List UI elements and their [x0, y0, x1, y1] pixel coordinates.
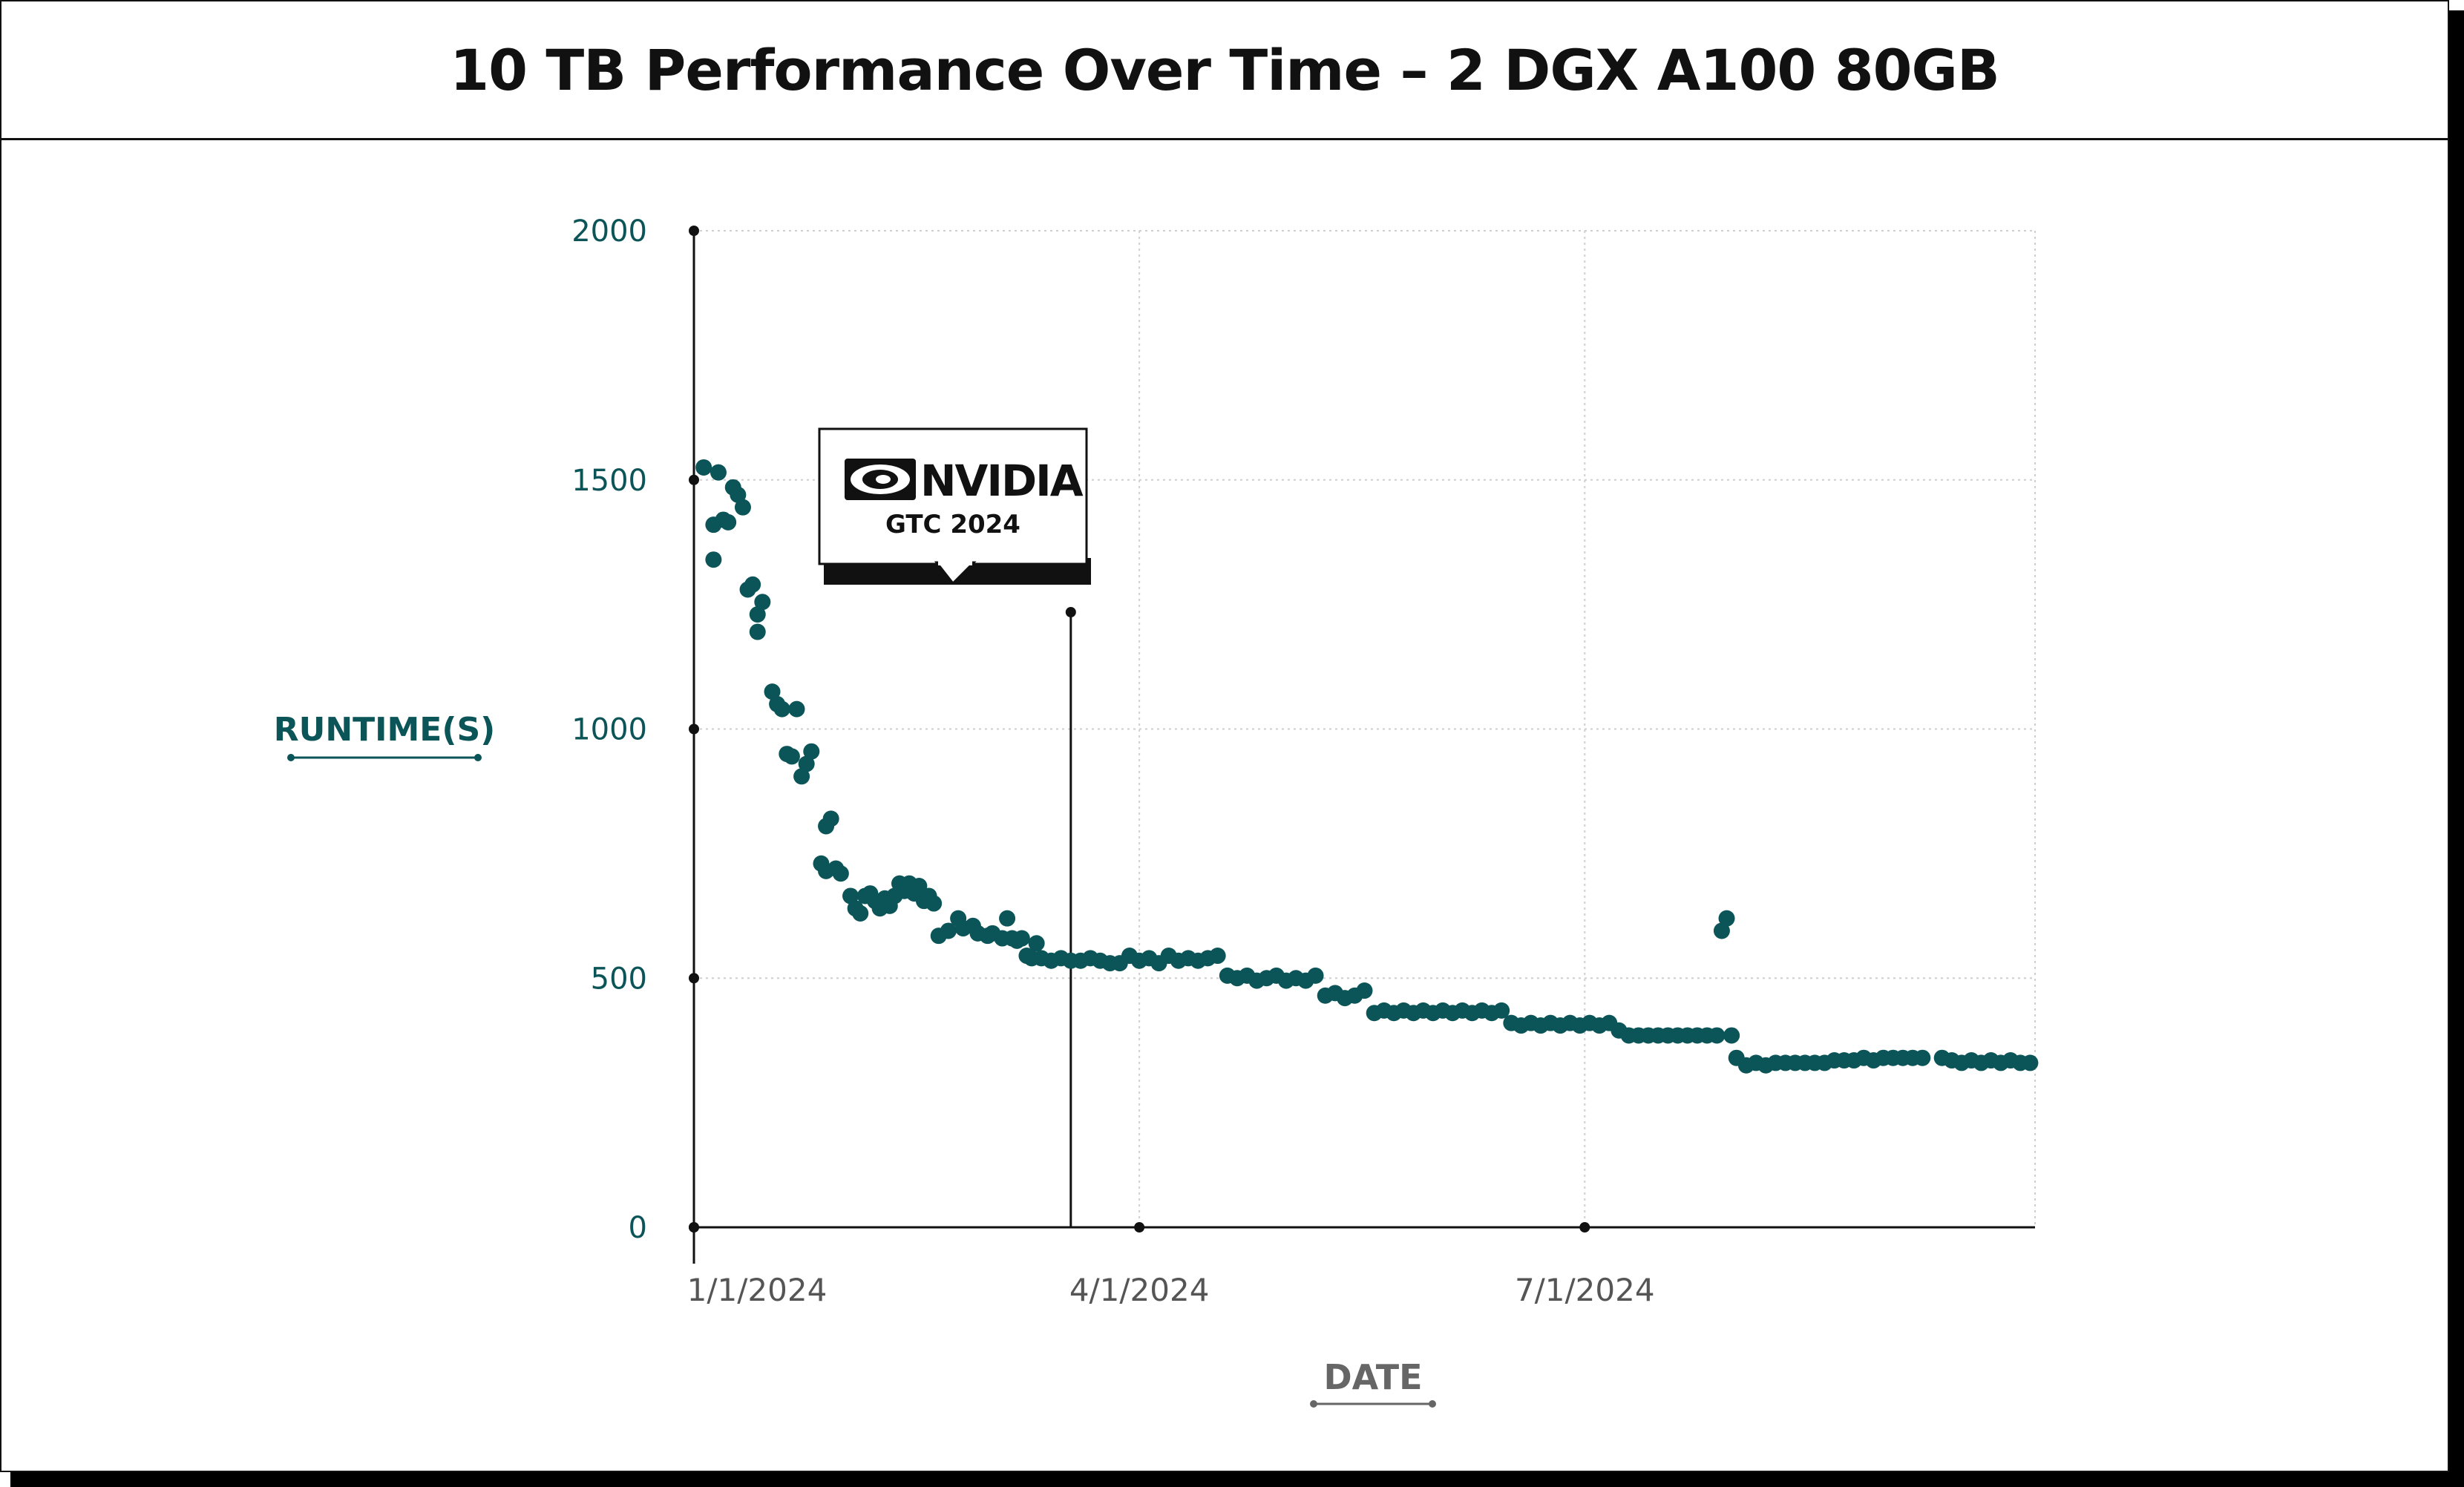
nvidia-logo-text: NVIDIA [920, 456, 1084, 506]
data-point [798, 755, 815, 772]
data-point [1914, 1049, 1931, 1066]
data-point [773, 700, 790, 718]
x-axis-label-dot-left [1310, 1400, 1317, 1408]
data-point [1356, 982, 1373, 999]
data-point [940, 922, 957, 939]
gtc-callout: NVIDIA GTC 2024 [818, 427, 1091, 585]
data-point [999, 910, 1016, 927]
x-axis-label: DATE [1323, 1357, 1422, 1397]
data-point [852, 905, 869, 922]
x-axis-label-dot-right [1429, 1400, 1436, 1408]
y-tick-label: 1500 [571, 464, 647, 498]
x-tick-label: 1/1/2024 [687, 1272, 828, 1308]
data-points [695, 459, 2039, 1074]
data-point [1013, 930, 1030, 947]
y-axis-label-dot-left [287, 754, 295, 761]
data-point [705, 551, 722, 568]
data-point [1307, 967, 1324, 984]
data-point [832, 865, 849, 882]
y-tick-label: 1000 [571, 713, 647, 747]
data-point [720, 513, 737, 531]
y-tick-label: 2000 [571, 214, 647, 249]
data-point [764, 683, 781, 700]
tick-labels: 0 500 1000 1500 2000 1/1/2024 4/1/2024 7/1/2024 [571, 214, 1654, 1308]
data-point [754, 594, 771, 611]
data-point [793, 768, 810, 785]
data-point [822, 810, 839, 827]
nvidia-eye-icon [845, 459, 916, 500]
data-point [1209, 948, 1226, 965]
callout-event-label: GTC 2024 [885, 510, 1020, 539]
data-point [744, 576, 761, 593]
data-point [710, 464, 727, 481]
y-tick-label: 0 [629, 1211, 647, 1245]
data-point [803, 743, 820, 760]
data-point [730, 486, 747, 503]
data-point [842, 887, 859, 905]
data-point [749, 623, 766, 640]
data-point [1028, 935, 1045, 952]
x-axis-label-group: DATE [1310, 1357, 1436, 1408]
data-point [1718, 910, 1735, 927]
x-tick-label: 7/1/2024 [1515, 1272, 1655, 1308]
data-point [911, 878, 928, 895]
axes [689, 226, 2035, 1264]
chart-title: 10 TB Performance Over Time – 2 DGX A100… [450, 36, 2000, 103]
gtc-marker [1065, 607, 1076, 1227]
y-tick-label: 500 [591, 962, 647, 996]
grid [694, 230, 2036, 1227]
gtc-marker-dot [1065, 607, 1076, 617]
data-point [1723, 1027, 1740, 1044]
data-point [749, 606, 766, 623]
callout-pointer-mask [938, 559, 972, 565]
x-tick-label: 4/1/2024 [1069, 1272, 1210, 1308]
data-point [734, 499, 751, 516]
data-point [1493, 1002, 1510, 1019]
y-axis-label: RUNTIME(S) [274, 711, 496, 749]
data-point [783, 748, 800, 765]
y-axis-label-group: RUNTIME(S) [274, 711, 496, 761]
data-point [695, 459, 712, 476]
y-axis-label-dot-right [474, 754, 482, 761]
data-point [925, 895, 943, 912]
data-point [1708, 1027, 1726, 1044]
data-point [2022, 1054, 2039, 1071]
data-point [788, 700, 805, 718]
chart-header: 10 TB Performance Over Time – 2 DGX A100… [1, 1, 2448, 140]
data-point [1713, 922, 1730, 939]
